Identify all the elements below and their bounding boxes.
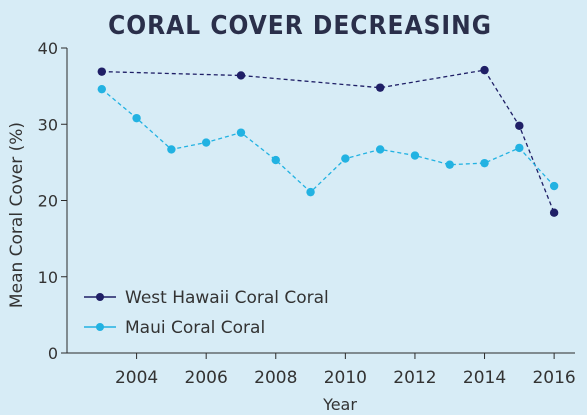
x-tick-label: 2010 <box>324 368 367 388</box>
x-tick-label: 2004 <box>115 368 158 388</box>
data-point <box>97 67 106 76</box>
series-1 <box>97 65 559 217</box>
x-tick-label: 2012 <box>393 368 436 388</box>
legend-item: Maui Coral Coral <box>84 318 265 338</box>
data-point <box>480 65 489 75</box>
data-point <box>341 154 350 163</box>
legend-label: Maui Coral Coral <box>125 318 265 338</box>
data-point <box>201 138 211 147</box>
data-point <box>236 128 246 137</box>
data-point <box>236 71 246 80</box>
y-tick-label: 10 <box>38 268 58 287</box>
data-point <box>549 181 559 191</box>
data-point <box>375 145 385 154</box>
series-layer <box>97 65 559 217</box>
data-point <box>132 113 141 123</box>
x-tick-label: 2014 <box>463 368 506 388</box>
data-point <box>480 158 489 168</box>
data-point <box>375 83 385 92</box>
y-axis-label: Mean Coral Cover (%) <box>7 122 27 308</box>
legend-label: West Hawaii Coral Coral <box>125 288 329 308</box>
y-tick-label: 0 <box>48 344 58 363</box>
data-point <box>445 160 454 169</box>
series-2 <box>97 84 559 197</box>
x-tick-label: 2008 <box>254 368 297 388</box>
data-point <box>97 84 106 94</box>
legend: West Hawaii Coral Coral Maui Coral Coral <box>84 288 329 338</box>
data-point <box>410 151 420 160</box>
data-point <box>549 208 559 217</box>
data-point <box>515 143 524 153</box>
x-tick-label: 2006 <box>185 368 228 388</box>
legend-item: West Hawaii Coral Coral <box>84 288 329 308</box>
data-point <box>167 145 176 154</box>
x-tick-label: 2016 <box>532 368 575 388</box>
y-tick-label: 30 <box>38 115 58 134</box>
legend-marker <box>96 323 104 331</box>
y-tick-label: 40 <box>38 39 58 58</box>
series-line <box>101 69 555 213</box>
legend-marker <box>96 293 104 301</box>
data-point <box>271 155 280 165</box>
data-point <box>515 121 524 130</box>
y-tick-label: 20 <box>38 192 58 211</box>
x-axis-label: Year <box>322 395 357 414</box>
chart-title: CORAL COVER DECREASING <box>108 11 492 41</box>
axes: 0 10 20 30 40 2004 2006 2008 2010 2012 2014 2016 <box>38 39 576 388</box>
data-point <box>306 187 315 197</box>
